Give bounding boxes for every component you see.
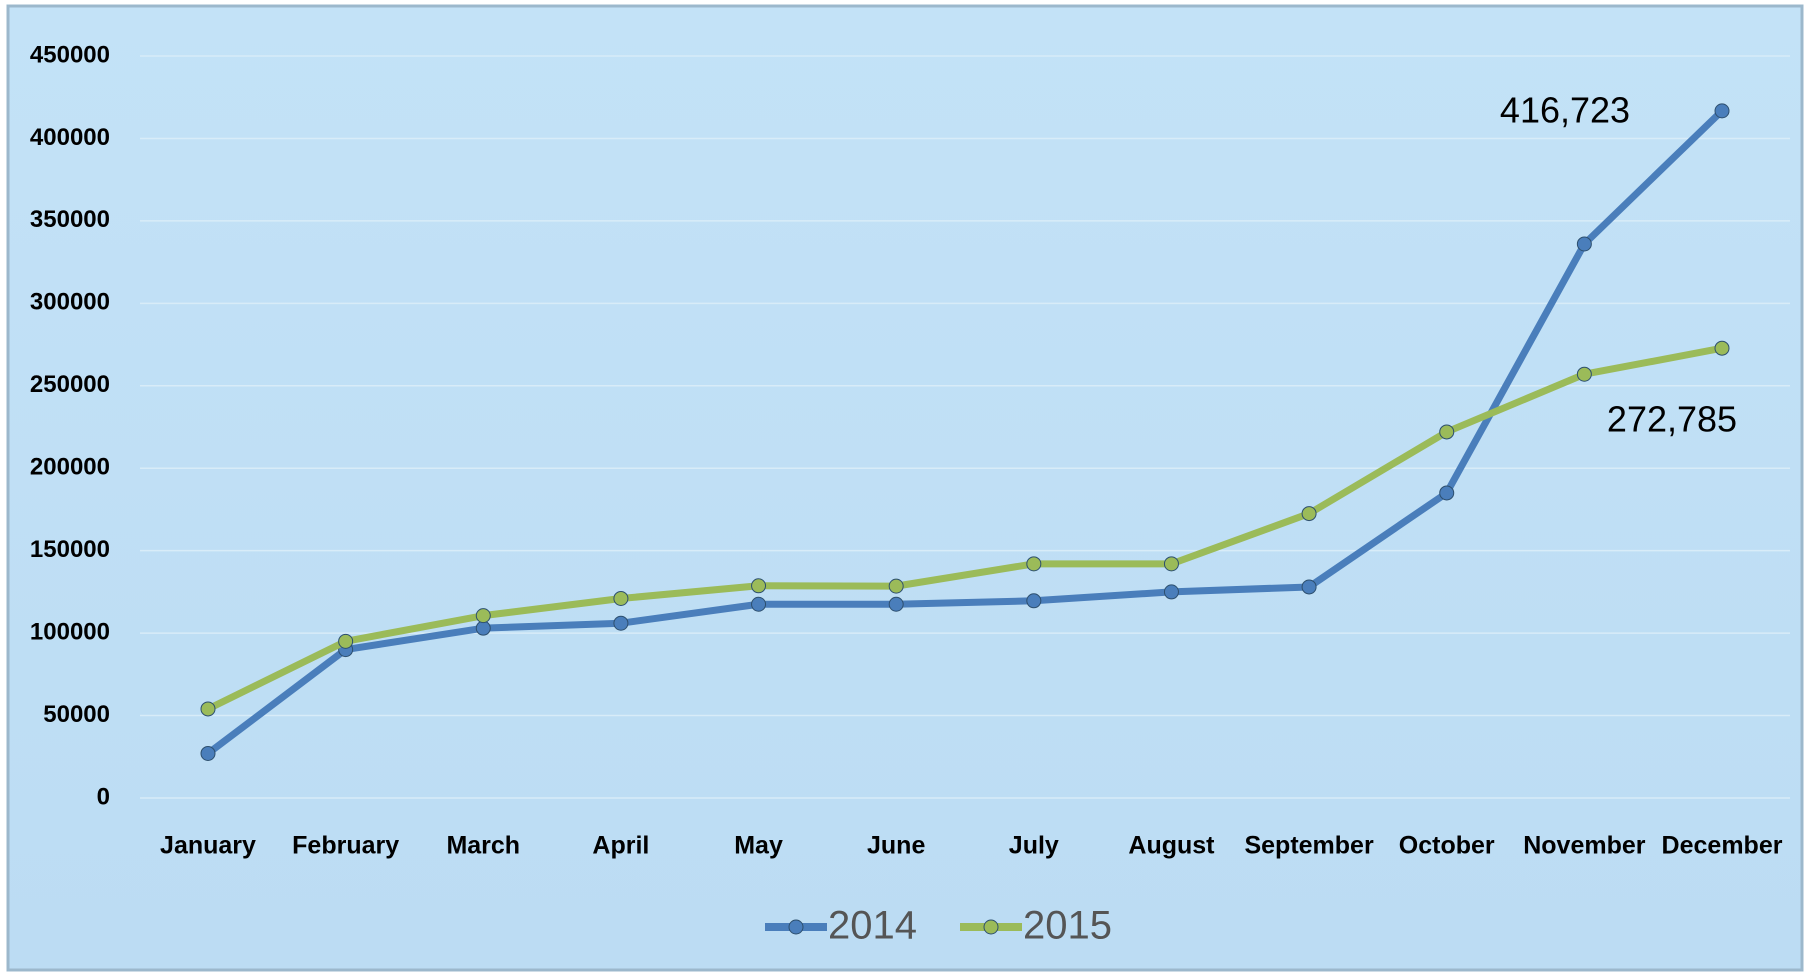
data-point [1163,584,1179,600]
x-tick-label: May [734,832,783,860]
x-tick-label: February [292,832,399,860]
legend-marker [983,919,999,935]
data-point [200,745,216,761]
y-tick-label: 100000 [30,618,110,645]
legend-label: 2014 [828,904,917,948]
data-point [1576,236,1592,252]
y-tick-label: 450000 [30,41,110,68]
y-tick-label: 250000 [30,371,110,398]
x-tick-label: October [1399,832,1495,860]
data-point [200,701,216,717]
data-point [888,596,904,612]
series-line [205,108,1725,757]
x-tick-label: April [592,832,649,860]
data-point [1576,366,1592,382]
data-point [1163,556,1179,572]
x-tick-label: July [1009,832,1059,860]
data-point [1301,506,1317,522]
x-tick-label: March [446,832,520,860]
data-point [751,578,767,594]
x-tick-label: January [160,832,256,860]
chart-background [6,4,1804,972]
x-tick-label: June [867,832,925,860]
data-point [1714,103,1730,119]
y-tick-label: 0 [97,783,110,810]
series-line [206,344,1723,713]
y-tick-label: 300000 [30,289,110,316]
x-tick-label: August [1128,832,1215,860]
data-label: 272,785 [1607,399,1737,440]
data-point [1439,424,1455,440]
data-point [1714,340,1730,356]
data-point [338,633,354,649]
legend-label: 2015 [1023,904,1112,948]
data-point [475,608,491,624]
data-point [613,590,629,606]
y-tick-label: 50000 [43,701,110,728]
data-point [1439,485,1455,501]
y-tick-label: 400000 [30,124,110,151]
x-tick-label: September [1244,832,1373,860]
data-point [1026,556,1042,572]
data-point [475,620,491,636]
x-tick-label: December [1662,832,1783,860]
y-tick-label: 150000 [30,536,110,563]
data-label: 416,723 [1500,90,1630,131]
data-point [1026,593,1042,609]
x-tick-label: November [1523,832,1646,860]
y-tick-label: 200000 [30,454,110,481]
legend-marker [788,919,804,935]
data-point [751,596,767,612]
data-point [613,615,629,631]
data-point [1301,579,1317,595]
data-point [888,578,904,594]
y-tick-label: 350000 [30,206,110,233]
